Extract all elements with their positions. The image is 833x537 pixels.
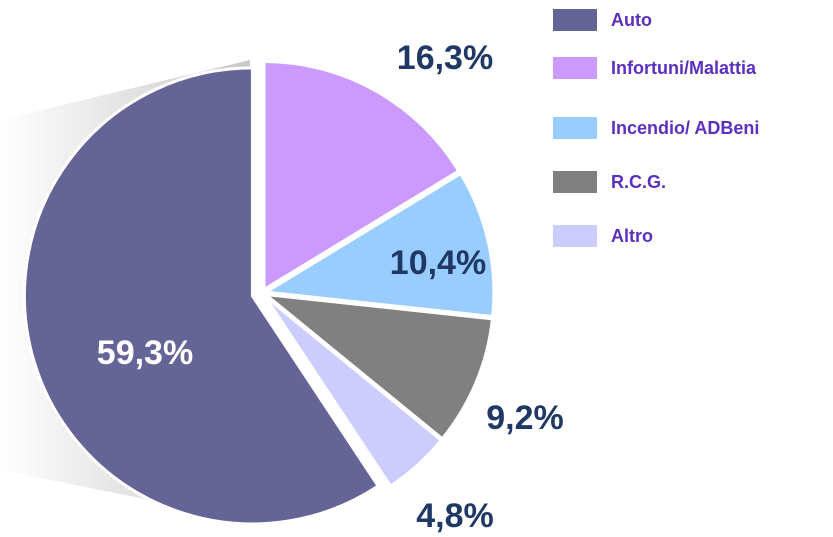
legend-label: R.C.G. xyxy=(611,172,666,192)
data-label: 16,3% xyxy=(397,39,493,77)
legend-swatch xyxy=(553,117,597,139)
pie-slice xyxy=(262,60,461,293)
legend-label: Auto xyxy=(611,10,652,30)
pie-slice xyxy=(261,171,496,319)
data-label: 59,3% xyxy=(97,334,193,372)
pie-slice xyxy=(260,292,495,441)
legend-label: Infortuni/Malattia xyxy=(611,58,757,78)
data-label: 4,8% xyxy=(416,497,494,535)
pie-slice xyxy=(22,66,381,526)
legend-swatch xyxy=(553,171,597,193)
legend-label: Incendio/ ADBeni xyxy=(611,118,759,138)
data-label: 9,2% xyxy=(486,399,564,437)
legend-swatch xyxy=(553,57,597,79)
legend-label: Altro xyxy=(611,226,653,246)
pie-slice xyxy=(263,294,444,489)
data-label: 10,4% xyxy=(390,244,486,282)
legend-swatch xyxy=(553,225,597,247)
legend-swatch xyxy=(553,9,597,31)
